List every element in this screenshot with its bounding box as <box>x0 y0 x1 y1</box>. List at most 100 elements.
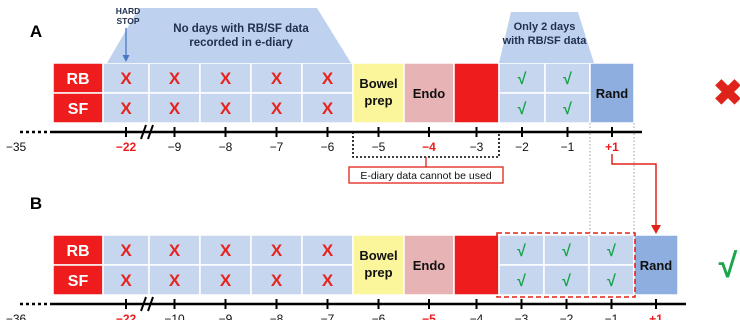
bracket-label-box <box>348 166 504 184</box>
result-check-icon: √ <box>719 247 738 285</box>
no-data-mark: X <box>169 69 181 88</box>
day-label: −4 <box>470 312 484 320</box>
day-label: −8 <box>270 312 284 320</box>
data-check-mark: √ <box>562 243 571 260</box>
day-label: +1 <box>649 312 663 320</box>
endo-cell <box>403 62 455 124</box>
day-label: −7 <box>321 312 335 320</box>
hard-stop-arrowhead <box>122 55 130 62</box>
data-check-mark: √ <box>563 71 572 88</box>
rand-shift-arrow <box>611 154 657 229</box>
bracket-label-text: E-diary data cannot be used <box>360 170 491 182</box>
endo-label: Endo <box>413 86 446 101</box>
data-check-mark: √ <box>562 273 571 290</box>
no-data-mark: X <box>271 99 283 118</box>
callout-no-data <box>107 8 351 63</box>
no-data-mark: X <box>322 69 334 88</box>
no-data-mark: X <box>220 271 232 290</box>
day-label: −6 <box>321 140 335 154</box>
day-label: −2 <box>515 140 529 154</box>
endo-cell <box>403 234 455 296</box>
no-data-mark: X <box>322 271 334 290</box>
day-label: −1 <box>561 140 575 154</box>
day-cell <box>544 62 591 94</box>
row-label-sf: SF <box>68 101 89 118</box>
no-data-mark: X <box>322 241 334 260</box>
day-cell <box>250 264 303 296</box>
day-cell <box>498 92 546 124</box>
result-cross-icon: ✖ <box>713 72 740 113</box>
no-data-mark: X <box>220 99 232 118</box>
bowel-label-line1: Bowel <box>359 76 397 91</box>
day-label: −22 <box>116 140 137 154</box>
day-label: −1 <box>605 312 619 320</box>
red-block-cell <box>453 62 500 124</box>
day-label: −3 <box>515 312 529 320</box>
rand-shift-arrowhead <box>651 225 661 234</box>
usable-data-box <box>496 232 636 298</box>
day-label: −5 <box>372 140 386 154</box>
data-check-mark: √ <box>607 243 616 260</box>
no-data-mark: X <box>220 241 232 260</box>
callout-two-days <box>499 12 594 63</box>
day-cell <box>301 92 354 124</box>
endo-label: Endo <box>413 258 446 273</box>
day-label: −10 <box>164 312 185 320</box>
no-data-mark: X <box>169 241 181 260</box>
day-label: −5 <box>422 312 436 320</box>
bowel-cell <box>352 234 405 296</box>
axis-break-mark <box>147 296 154 312</box>
day-label: −3 <box>470 140 484 154</box>
day-label: −4 <box>422 140 436 154</box>
row-label-rb: RB <box>66 71 89 88</box>
bowel-label-line1: Bowel <box>359 248 397 263</box>
data-check-mark: √ <box>607 273 616 290</box>
rand-label: Rand <box>640 258 673 273</box>
no-data-mark: X <box>220 69 232 88</box>
day-cell <box>199 234 252 266</box>
panel-letter: B <box>30 194 42 213</box>
data-check-mark: √ <box>563 101 572 118</box>
row-label-cell <box>52 92 104 124</box>
callout-no-data-line2: recorded in e-diary <box>189 37 293 49</box>
day-cell <box>199 92 252 124</box>
data-check-mark: √ <box>517 243 526 260</box>
no-data-mark: X <box>120 69 132 88</box>
axis-break-mark <box>140 296 147 312</box>
day-cell <box>498 234 545 266</box>
day-label: +1 <box>605 140 619 154</box>
data-check-mark: √ <box>518 101 527 118</box>
day-cell <box>250 92 303 124</box>
axis-start-label: −35 <box>6 140 27 154</box>
row-label-sf: SF <box>68 273 89 290</box>
no-data-mark: X <box>169 99 181 118</box>
day-label: −9 <box>219 312 233 320</box>
callout-no-data-line1: No days with RB/SF data <box>173 23 309 35</box>
no-data-mark: X <box>322 99 334 118</box>
day-label: −2 <box>560 312 574 320</box>
day-cell <box>498 264 545 296</box>
rand-cell <box>633 234 679 296</box>
day-label: −22 <box>116 312 137 320</box>
no-data-mark: X <box>271 69 283 88</box>
axis-break-mark <box>140 124 147 140</box>
no-data-mark: X <box>169 271 181 290</box>
axis-break-mark <box>147 124 154 140</box>
hard-stop-label-line2: STOP <box>117 16 140 26</box>
hard-stop-label-line1: HARD <box>116 6 141 16</box>
day-cell <box>199 264 252 296</box>
day-cell <box>543 264 590 296</box>
callout-two-days-line2: with RB/SF data <box>502 35 588 47</box>
day-label: −9 <box>168 140 182 154</box>
day-label: −6 <box>372 312 386 320</box>
day-cell <box>148 92 201 124</box>
bowel-label-line2: prep <box>364 93 392 108</box>
no-data-mark: X <box>120 271 132 290</box>
callout-two-days-line1: Only 2 days <box>514 21 576 33</box>
day-cell <box>102 264 150 296</box>
day-cell <box>148 264 201 296</box>
